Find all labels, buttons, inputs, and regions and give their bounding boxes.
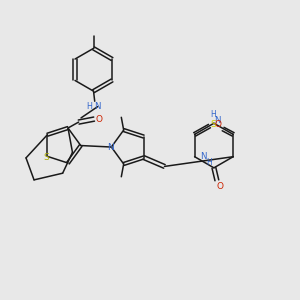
Text: S: S <box>211 120 217 129</box>
Text: H: H <box>210 110 216 119</box>
Text: O: O <box>214 120 221 129</box>
Text: N: N <box>200 152 206 161</box>
Text: O: O <box>216 182 223 191</box>
Text: O: O <box>96 115 103 124</box>
Text: H: H <box>87 101 93 110</box>
Text: N: N <box>94 101 101 110</box>
Text: N: N <box>107 142 113 152</box>
Text: H: H <box>207 158 212 166</box>
Text: N: N <box>214 116 221 125</box>
Text: S: S <box>43 153 49 162</box>
